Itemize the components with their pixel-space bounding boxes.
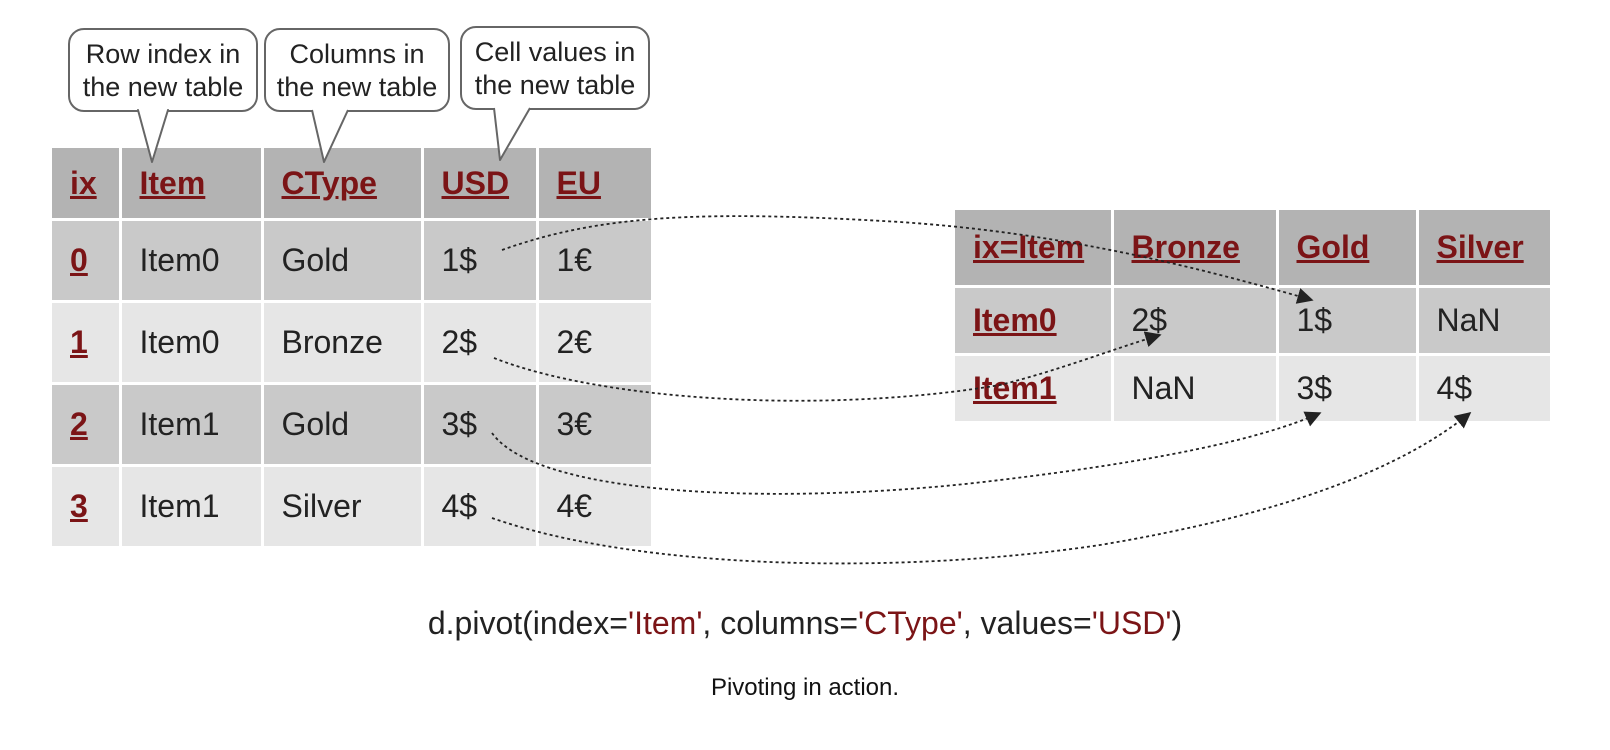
source-header-eu: EU	[537, 148, 654, 221]
code-string: 'Item'	[627, 605, 703, 641]
callout-text: the new table	[474, 70, 636, 100]
cell-usd: 2$	[422, 301, 539, 385]
source-table: ix Item CType USD EU 0 Item0 Gold 1$ 1€ …	[52, 148, 654, 549]
callout-text: Row index in	[85, 39, 241, 69]
callout-columns: Columns in the new table	[264, 28, 450, 112]
cell-ctype: Bronze	[262, 301, 424, 385]
cell-gold: 1$	[1277, 286, 1419, 356]
cell-silver: 4$	[1417, 354, 1553, 424]
cell-item: Item0	[120, 219, 264, 303]
callout-text: Columns in	[289, 39, 425, 69]
cell-ctype: Silver	[262, 465, 424, 549]
cell-ctype: Gold	[262, 219, 424, 303]
code-text: )	[1171, 605, 1183, 641]
source-header-item: Item	[120, 148, 264, 221]
row-index: 3	[52, 465, 122, 549]
cell-eu: 2€	[537, 301, 654, 385]
source-header-ctype: CType	[262, 148, 424, 221]
callout-cell-values: Cell values in the new table	[460, 26, 650, 110]
cell-item: Item0	[120, 301, 264, 385]
cell-usd: 4$	[422, 465, 539, 549]
table-row: 2 Item1 Gold 3$ 3€	[52, 383, 654, 467]
code-string: 'USD'	[1091, 605, 1172, 641]
cell-eu: 1€	[537, 219, 654, 303]
table-row: Item0 2$ 1$ NaN	[955, 286, 1553, 356]
table-row: 3 Item1 Silver 4$ 4€	[52, 465, 654, 549]
code-string: 'CType'	[858, 605, 963, 641]
cell-gold: 3$	[1277, 354, 1419, 424]
row-index: 0	[52, 219, 122, 303]
cell-bronze: 2$	[1112, 286, 1279, 356]
source-header-ix: ix	[52, 148, 122, 221]
table-row: 0 Item0 Gold 1$ 1€	[52, 219, 654, 303]
table-row: Item1 NaN 3$ 4$	[955, 354, 1553, 424]
row-index: 2	[52, 383, 122, 467]
cell-silver: NaN	[1417, 286, 1553, 356]
cell-bronze: NaN	[1112, 354, 1279, 424]
code-text: d.pivot(index=	[427, 605, 628, 641]
result-header-gold: Gold	[1277, 210, 1419, 288]
cell-ctype: Gold	[262, 383, 424, 467]
result-table: ix=Item Bronze Gold Silver Item0 2$ 1$ N…	[955, 210, 1553, 424]
result-header-row: ix=Item Bronze Gold Silver	[955, 210, 1553, 288]
result-header-silver: Silver	[1417, 210, 1553, 288]
row-index: Item0	[955, 286, 1114, 356]
result-header-bronze: Bronze	[1112, 210, 1279, 288]
source-header-row: ix Item CType USD EU	[52, 148, 654, 221]
code-text: , values=	[962, 605, 1092, 641]
cell-item: Item1	[120, 383, 264, 467]
row-index: Item1	[955, 354, 1114, 424]
figure-caption: Pivoting in action.	[710, 674, 900, 701]
cell-item: Item1	[120, 465, 264, 549]
pivot-code: d.pivot(index='Item', columns='CType', v…	[0, 605, 1610, 642]
row-index: 1	[52, 301, 122, 385]
callout-text: the new table	[82, 72, 244, 102]
source-header-usd: USD	[422, 148, 539, 221]
cell-usd: 3$	[422, 383, 539, 467]
cell-eu: 4€	[537, 465, 654, 549]
callout-text: Cell values in	[474, 37, 636, 67]
code-text: , columns=	[702, 605, 859, 641]
callout-text: the new table	[276, 72, 438, 102]
callout-row-index: Row index in the new table	[68, 28, 258, 112]
result-header-index: ix=Item	[955, 210, 1114, 288]
cell-usd: 1$	[422, 219, 539, 303]
table-row: 1 Item0 Bronze 2$ 2€	[52, 301, 654, 385]
cell-eu: 3€	[537, 383, 654, 467]
